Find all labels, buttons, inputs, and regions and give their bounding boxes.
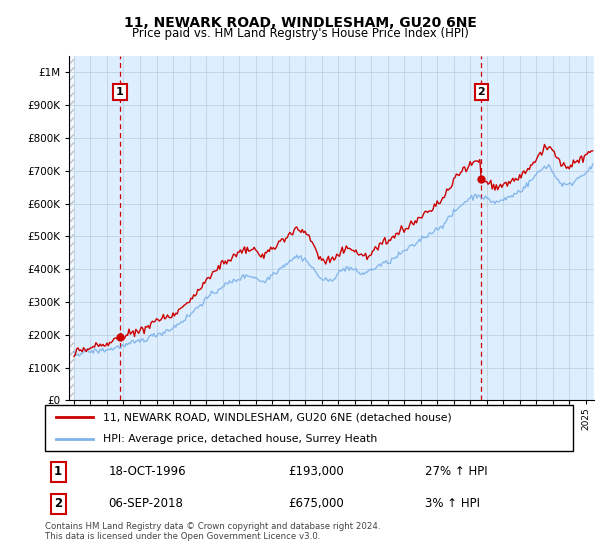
Text: HPI: Average price, detached house, Surrey Heath: HPI: Average price, detached house, Surr… <box>103 435 377 444</box>
Text: 27% ↑ HPI: 27% ↑ HPI <box>425 465 488 478</box>
Text: 3% ↑ HPI: 3% ↑ HPI <box>425 497 480 510</box>
Text: 11, NEWARK ROAD, WINDLESHAM, GU20 6NE: 11, NEWARK ROAD, WINDLESHAM, GU20 6NE <box>124 16 476 30</box>
Text: £193,000: £193,000 <box>288 465 344 478</box>
Text: Price paid vs. HM Land Registry's House Price Index (HPI): Price paid vs. HM Land Registry's House … <box>131 27 469 40</box>
Text: 2: 2 <box>478 87 485 97</box>
Text: Contains HM Land Registry data © Crown copyright and database right 2024.
This d: Contains HM Land Registry data © Crown c… <box>45 522 380 542</box>
Text: 11, NEWARK ROAD, WINDLESHAM, GU20 6NE (detached house): 11, NEWARK ROAD, WINDLESHAM, GU20 6NE (d… <box>103 412 452 422</box>
Text: 2: 2 <box>54 497 62 510</box>
Text: 1: 1 <box>54 465 62 478</box>
FancyBboxPatch shape <box>45 405 573 451</box>
Text: 18-OCT-1996: 18-OCT-1996 <box>109 465 186 478</box>
Text: 1: 1 <box>116 87 124 97</box>
Text: £675,000: £675,000 <box>288 497 344 510</box>
Text: 06-SEP-2018: 06-SEP-2018 <box>109 497 183 510</box>
